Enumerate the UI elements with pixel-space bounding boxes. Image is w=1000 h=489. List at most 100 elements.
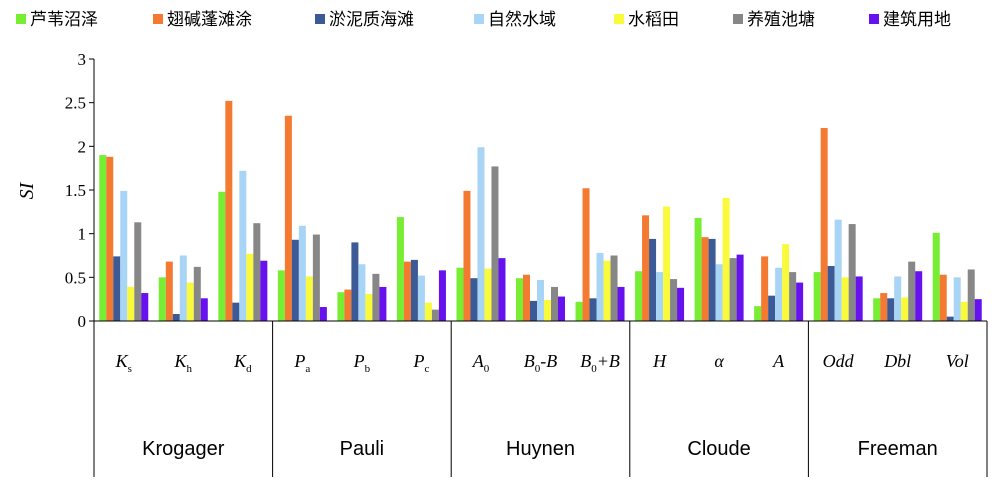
bar	[537, 279, 544, 321]
bar	[589, 298, 597, 321]
category-label: Pc	[412, 351, 429, 375]
bar	[708, 238, 716, 321]
bar	[379, 286, 387, 321]
bar	[516, 278, 523, 321]
group-label: Cloude	[687, 438, 750, 460]
y-tick-label: 1	[78, 225, 87, 244]
y-axis-label: SI	[16, 181, 38, 199]
category-label: B0-B	[524, 351, 558, 375]
bar	[960, 301, 968, 321]
legend-swatch	[869, 14, 879, 24]
bar	[372, 273, 380, 321]
bar	[575, 301, 583, 321]
bar	[642, 215, 650, 321]
bar	[134, 222, 142, 321]
bar	[701, 237, 709, 321]
bar	[523, 274, 530, 321]
bar	[967, 269, 975, 321]
bar	[901, 297, 909, 321]
bar	[141, 293, 149, 321]
bar	[498, 258, 506, 321]
bar	[113, 256, 121, 321]
legend-label: 芦苇沼泽	[30, 10, 98, 30]
y-tick-label: 2	[78, 137, 87, 156]
bar	[915, 271, 923, 321]
bar	[694, 217, 702, 321]
legend-label: 建筑用地	[883, 10, 951, 30]
bar	[337, 292, 345, 321]
bar	[277, 270, 285, 321]
bar	[603, 260, 611, 321]
bar	[351, 242, 359, 321]
bar	[894, 276, 902, 321]
bar	[246, 253, 254, 321]
legend-label: 养殖池塘	[747, 10, 815, 30]
bar	[617, 286, 625, 321]
bar	[319, 307, 327, 321]
y-tick-label: 0	[78, 312, 87, 331]
bar	[305, 276, 313, 321]
bar	[424, 302, 432, 321]
category-label: Odd	[823, 351, 855, 371]
bar	[396, 217, 404, 321]
bar	[106, 156, 114, 321]
category-label: B0+B	[580, 351, 620, 375]
legend-label: 自然水域	[488, 10, 556, 30]
bar	[253, 223, 261, 321]
bar	[186, 282, 194, 321]
legend-swatch	[16, 14, 26, 24]
bar	[491, 166, 499, 321]
bar	[200, 298, 208, 321]
bar	[873, 298, 881, 321]
bar	[193, 266, 201, 321]
bar	[358, 264, 366, 321]
bar	[663, 206, 671, 321]
legend-label: 翅碱蓬滩涂	[167, 10, 252, 30]
bar	[344, 289, 352, 321]
category-label: H	[652, 351, 667, 371]
bar	[813, 272, 821, 321]
category-label: α	[714, 351, 724, 371]
bar	[736, 254, 744, 321]
bar	[165, 261, 173, 321]
y-axis: 0 0.5 1 1.5 2 2.5 3	[65, 50, 95, 331]
bar	[438, 270, 446, 321]
bar	[232, 302, 240, 321]
bar	[127, 286, 135, 321]
bar	[848, 224, 856, 321]
bars	[99, 100, 982, 322]
bar	[782, 244, 790, 321]
bar	[677, 287, 685, 321]
bar	[558, 296, 565, 321]
bar	[120, 190, 128, 321]
y-tick-label: 2.5	[65, 94, 86, 113]
bar	[715, 264, 723, 321]
bar	[789, 272, 797, 321]
bar	[470, 278, 478, 321]
bar	[827, 265, 835, 321]
legend-label: 淤泥质海滩	[329, 10, 414, 30]
bar	[260, 260, 268, 321]
bar	[656, 272, 664, 321]
legend-swatch	[153, 14, 163, 24]
bar	[530, 300, 537, 321]
bar	[596, 252, 604, 321]
bar	[172, 314, 180, 321]
legend-swatch	[474, 14, 484, 24]
category-label: Pb	[353, 351, 371, 375]
category-label: Vol	[946, 351, 969, 371]
bar	[908, 261, 916, 321]
bar	[841, 277, 849, 321]
bar	[284, 115, 292, 322]
category-label: Kd	[233, 351, 252, 375]
bar	[99, 155, 107, 321]
category-label: Pa	[293, 351, 310, 375]
bar	[551, 286, 558, 321]
bar	[179, 255, 187, 321]
category-label: Ks	[115, 351, 132, 375]
bar	[477, 147, 485, 321]
bar	[484, 268, 492, 321]
bar	[722, 197, 730, 321]
